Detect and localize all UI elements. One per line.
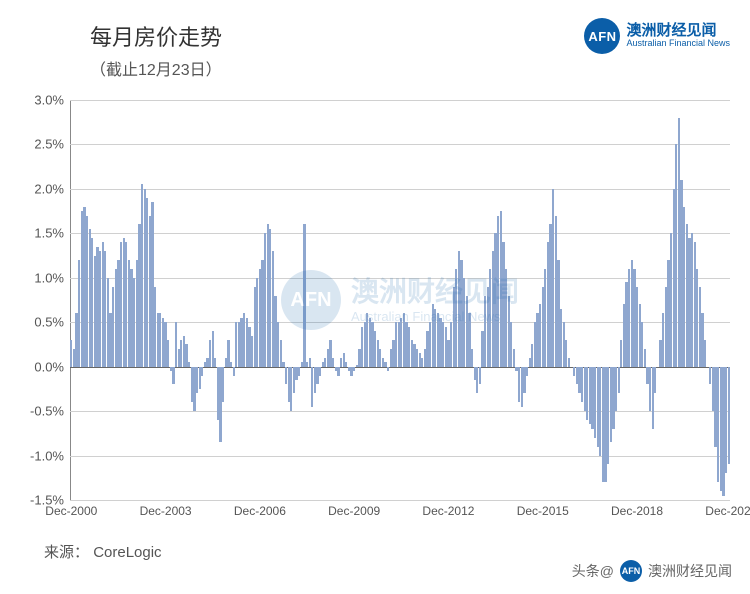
- source-value: CoreLogic: [93, 544, 161, 561]
- x-tick-label: Dec-2003: [140, 504, 192, 518]
- y-tick-label: 1.5%: [34, 226, 64, 241]
- chart-title: 每月房价走势: [90, 20, 222, 52]
- x-tick-label: Dec-2000: [45, 504, 97, 518]
- bar: [654, 367, 656, 394]
- bar: [309, 358, 311, 367]
- plot-area: -1.5%-1.0%-0.5%0.0%0.5%1.0%1.5%2.0%2.5%3…: [70, 100, 730, 500]
- x-tick-label: Dec-2012: [422, 504, 474, 518]
- brand-text: 澳洲财经见闻 Australian Financial News: [626, 23, 730, 49]
- footer-name: 澳洲财经见闻: [648, 561, 732, 581]
- footer-prefix: 头条@: [572, 561, 614, 581]
- x-tick-label: Dec-2021: [705, 504, 750, 518]
- bar: [704, 340, 706, 367]
- chart-subtitle: （截止12月23日）: [90, 56, 222, 80]
- y-tick-label: -0.5%: [30, 404, 64, 419]
- bar: [618, 367, 620, 394]
- source-line: 来源： CoreLogic: [44, 541, 162, 562]
- y-tick-label: 0.0%: [34, 359, 64, 374]
- brand-logo-icon: AFN: [584, 18, 620, 54]
- bar: [214, 358, 216, 367]
- y-tick-label: 2.5%: [34, 137, 64, 152]
- bar: [387, 367, 389, 371]
- x-tick-label: Dec-2006: [234, 504, 286, 518]
- source-label: 来源：: [44, 544, 89, 561]
- bar: [337, 367, 339, 376]
- bar: [728, 367, 730, 465]
- y-tick-label: -1.0%: [30, 448, 64, 463]
- bar: [479, 367, 481, 385]
- y-tick-label: 2.0%: [34, 181, 64, 196]
- x-tick-label: Dec-2018: [611, 504, 663, 518]
- bar: [568, 358, 570, 367]
- bar: [526, 367, 528, 376]
- footer-credit: 头条@ AFN 澳洲财经见闻: [572, 560, 732, 582]
- bar: [222, 367, 224, 403]
- bar: [298, 367, 300, 376]
- brand-cn: 澳洲财经见闻: [626, 23, 730, 40]
- x-tick-label: Dec-2009: [328, 504, 380, 518]
- bar: [644, 349, 646, 367]
- bar: [303, 224, 305, 366]
- bar: [353, 367, 355, 371]
- y-tick-label: 1.0%: [34, 270, 64, 285]
- bars: [70, 100, 730, 500]
- bar: [201, 367, 203, 376]
- brand-en: Australian Financial News: [626, 39, 730, 49]
- bar: [233, 367, 235, 376]
- x-tick-label: Dec-2015: [517, 504, 569, 518]
- footer-avatar-icon: AFN: [620, 560, 642, 582]
- bar: [471, 349, 473, 367]
- y-tick-label: 0.5%: [34, 315, 64, 330]
- bar: [167, 340, 169, 367]
- bar: [319, 367, 321, 376]
- bar: [172, 367, 174, 385]
- brand-badge: AFN 澳洲财经见闻 Australian Financial News: [584, 18, 730, 54]
- bar: [332, 358, 334, 367]
- y-tick-label: 3.0%: [34, 93, 64, 108]
- bar: [513, 349, 515, 367]
- chart-container: 每月房价走势 （截止12月23日） AFN 澳洲财经见闻 Australian …: [0, 0, 750, 594]
- x-ticks: Dec-2000Dec-2003Dec-2006Dec-2009Dec-2012…: [70, 500, 730, 520]
